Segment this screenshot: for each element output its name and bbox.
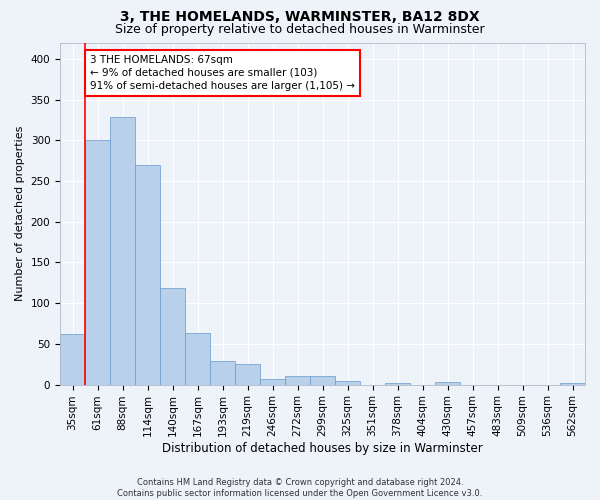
Text: 3, THE HOMELANDS, WARMINSTER, BA12 8DX: 3, THE HOMELANDS, WARMINSTER, BA12 8DX [120,10,480,24]
X-axis label: Distribution of detached houses by size in Warminster: Distribution of detached houses by size … [162,442,483,455]
Y-axis label: Number of detached properties: Number of detached properties [15,126,25,301]
Bar [210,361,235,384]
Bar [185,334,210,384]
Bar [310,376,335,384]
Bar [60,334,85,384]
Bar [560,383,585,384]
Bar [160,288,185,384]
Bar [260,379,285,384]
Text: Contains HM Land Registry data © Crown copyright and database right 2024.
Contai: Contains HM Land Registry data © Crown c… [118,478,482,498]
Bar [110,118,135,384]
Bar [385,383,410,384]
Bar [435,382,460,384]
Bar [85,140,110,384]
Text: 3 THE HOMELANDS: 67sqm
← 9% of detached houses are smaller (103)
91% of semi-det: 3 THE HOMELANDS: 67sqm ← 9% of detached … [90,54,355,91]
Bar [335,382,360,384]
Bar [135,164,160,384]
Bar [285,376,310,384]
Bar [235,364,260,384]
Text: Size of property relative to detached houses in Warminster: Size of property relative to detached ho… [115,22,485,36]
